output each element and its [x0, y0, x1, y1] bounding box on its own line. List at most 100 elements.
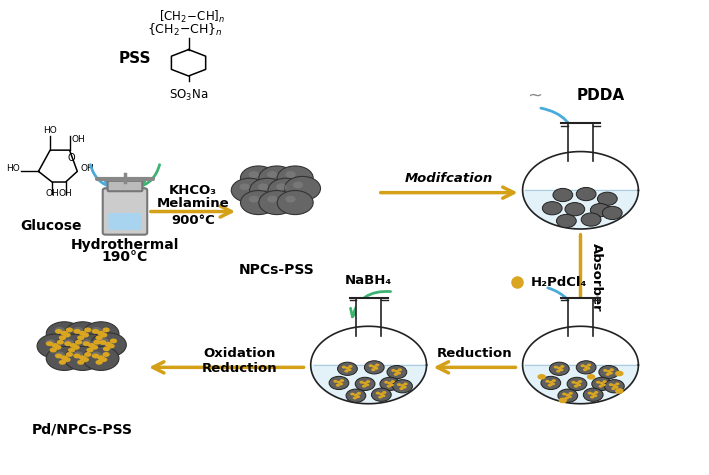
Circle shape: [73, 327, 83, 334]
Circle shape: [556, 370, 561, 372]
Circle shape: [584, 388, 603, 401]
Text: PSS: PSS: [118, 50, 151, 66]
Circle shape: [401, 384, 405, 387]
Circle shape: [549, 362, 569, 375]
Circle shape: [566, 394, 570, 397]
Circle shape: [363, 382, 367, 385]
Circle shape: [569, 392, 573, 395]
Circle shape: [362, 385, 367, 388]
Text: Modifcation: Modifcation: [405, 172, 493, 185]
Circle shape: [345, 370, 349, 372]
Circle shape: [63, 357, 71, 362]
Circle shape: [393, 380, 413, 393]
Text: $[$CH$_2\!-\!$CH$]_n$: $[$CH$_2\!-\!$CH$]_n$: [159, 9, 225, 25]
Circle shape: [608, 371, 613, 374]
Circle shape: [240, 166, 277, 190]
Circle shape: [240, 190, 277, 215]
Circle shape: [74, 353, 81, 359]
Circle shape: [336, 384, 340, 387]
Circle shape: [348, 365, 352, 368]
Circle shape: [366, 380, 370, 383]
FancyBboxPatch shape: [108, 213, 142, 230]
Text: HO: HO: [6, 164, 19, 173]
Text: Oxidation: Oxidation: [203, 347, 276, 360]
Circle shape: [249, 171, 259, 178]
Circle shape: [339, 382, 343, 385]
Circle shape: [284, 176, 320, 200]
Circle shape: [337, 362, 357, 375]
Text: NaBH₄: NaBH₄: [345, 274, 392, 286]
Circle shape: [588, 392, 592, 395]
Circle shape: [402, 386, 407, 389]
Circle shape: [55, 353, 62, 359]
Polygon shape: [523, 190, 638, 229]
Circle shape: [102, 352, 110, 357]
Circle shape: [333, 380, 337, 383]
Polygon shape: [356, 298, 381, 336]
Circle shape: [45, 339, 55, 346]
Circle shape: [369, 364, 373, 367]
Circle shape: [342, 366, 346, 369]
Circle shape: [69, 343, 77, 348]
Circle shape: [599, 365, 619, 379]
Circle shape: [552, 379, 556, 382]
Text: SO$_3$Na: SO$_3$Na: [169, 88, 208, 103]
Circle shape: [91, 329, 99, 334]
Circle shape: [381, 394, 386, 397]
Circle shape: [277, 183, 286, 190]
Circle shape: [259, 190, 295, 215]
Circle shape: [559, 368, 564, 371]
Circle shape: [64, 339, 74, 346]
Text: 190°C: 190°C: [102, 250, 148, 264]
Polygon shape: [311, 365, 427, 404]
Circle shape: [567, 377, 587, 390]
Circle shape: [286, 171, 296, 178]
Circle shape: [240, 183, 250, 190]
Circle shape: [83, 322, 119, 346]
Circle shape: [386, 385, 391, 388]
Circle shape: [103, 346, 110, 352]
Circle shape: [592, 377, 612, 390]
Circle shape: [576, 188, 596, 200]
Circle shape: [372, 388, 391, 401]
Circle shape: [376, 392, 380, 395]
Circle shape: [59, 360, 66, 365]
Circle shape: [537, 374, 546, 380]
Circle shape: [55, 334, 91, 358]
Circle shape: [79, 355, 86, 360]
Circle shape: [584, 365, 588, 368]
Circle shape: [583, 368, 587, 371]
Circle shape: [346, 389, 366, 402]
Circle shape: [46, 341, 53, 346]
Circle shape: [568, 395, 572, 398]
Circle shape: [277, 190, 313, 215]
Circle shape: [542, 201, 562, 215]
Circle shape: [54, 345, 62, 350]
Text: PDDA: PDDA: [577, 88, 625, 104]
Text: Hydrothermal: Hydrothermal: [71, 238, 179, 252]
Circle shape: [393, 373, 398, 376]
Circle shape: [615, 388, 624, 394]
Circle shape: [601, 383, 605, 386]
Text: Pd/NPCs-PSS: Pd/NPCs-PSS: [32, 423, 133, 437]
Circle shape: [581, 213, 601, 226]
Circle shape: [398, 368, 402, 371]
Circle shape: [596, 381, 601, 384]
Circle shape: [355, 377, 375, 390]
Circle shape: [57, 340, 64, 345]
Circle shape: [100, 332, 107, 338]
Circle shape: [374, 367, 379, 370]
Text: 900°C: 900°C: [171, 214, 215, 227]
Circle shape: [557, 214, 576, 228]
Circle shape: [605, 380, 625, 393]
Text: OH: OH: [45, 189, 59, 198]
Text: Melamine: Melamine: [157, 197, 229, 209]
Circle shape: [90, 333, 126, 357]
Circle shape: [591, 393, 596, 396]
Circle shape: [598, 192, 618, 205]
Circle shape: [615, 382, 620, 385]
Circle shape: [586, 367, 591, 370]
Circle shape: [357, 392, 361, 395]
Circle shape: [399, 387, 403, 390]
Circle shape: [591, 203, 610, 217]
